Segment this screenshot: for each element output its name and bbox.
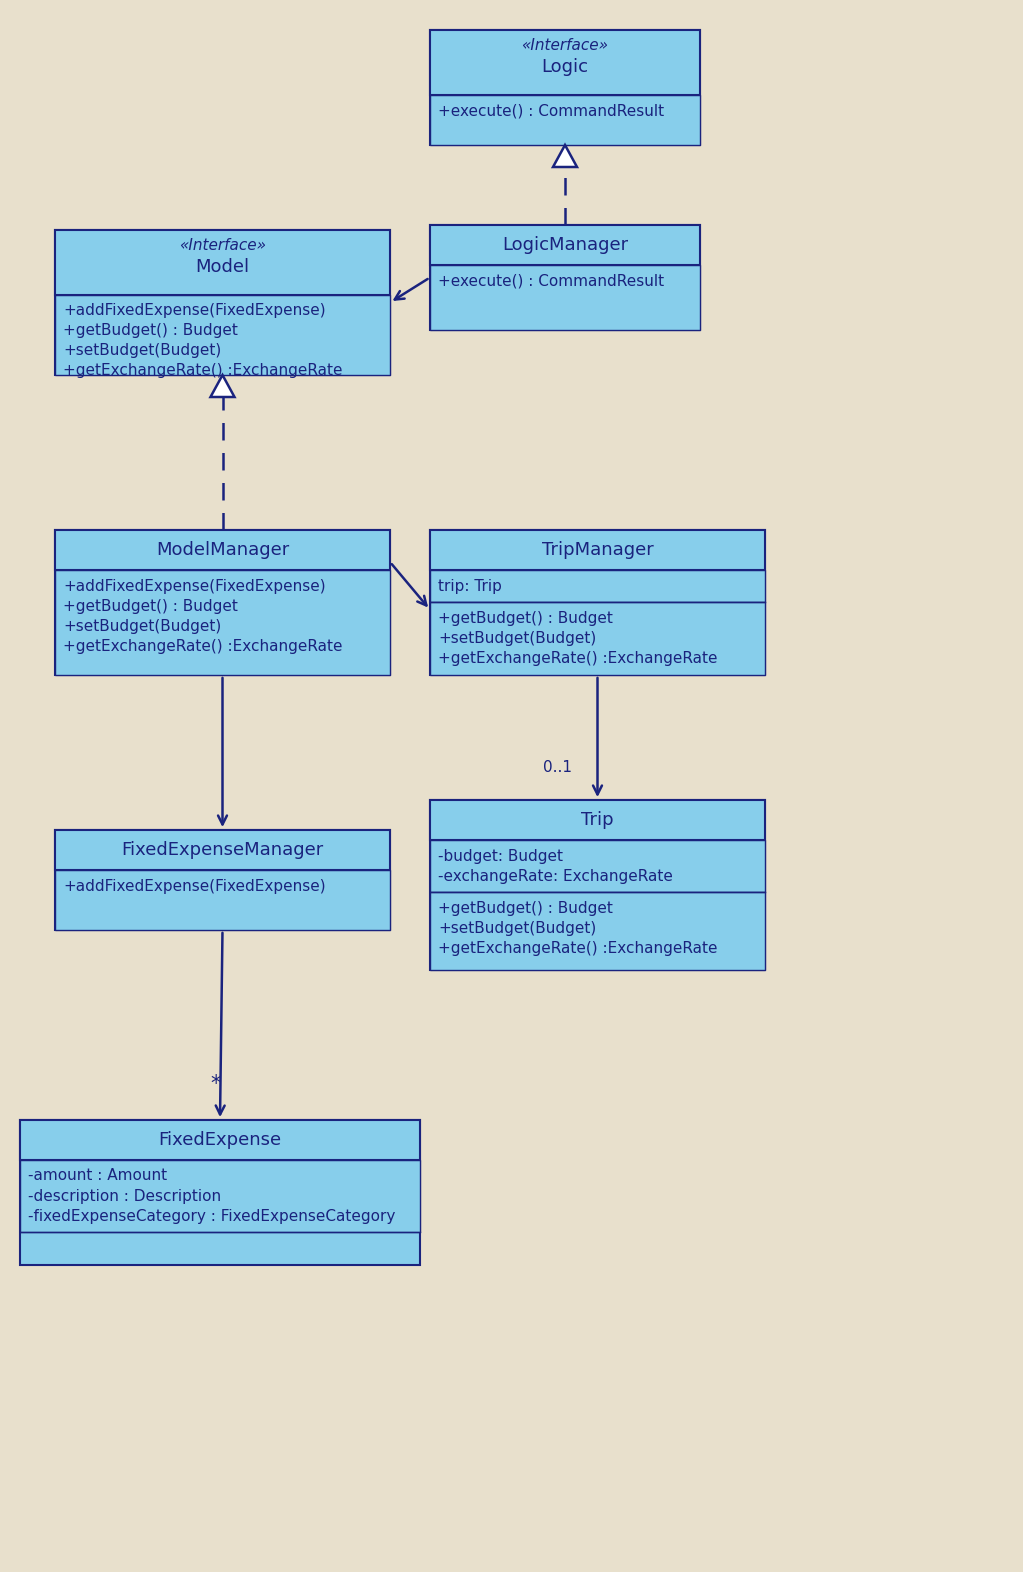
Text: -budget: Budget: -budget: Budget [438,849,563,863]
Text: *: * [210,1074,220,1094]
Bar [55,530,390,571]
Bar [55,869,390,931]
Text: +getExchangeRate() :ExchangeRate: +getExchangeRate() :ExchangeRate [63,638,343,654]
Text: trip: Trip: trip: Trip [438,578,502,594]
Bar [430,30,700,94]
Bar [430,225,700,266]
Bar [430,891,765,970]
Bar [430,530,765,571]
Text: Model: Model [195,258,250,277]
Text: -description : Description: -description : Description [28,1188,221,1204]
Text: +getBudget() : Budget: +getBudget() : Budget [63,599,238,613]
Text: +execute() : CommandResult: +execute() : CommandResult [438,274,664,289]
Bar [55,571,390,674]
Polygon shape [553,145,577,167]
Text: FixedExpense: FixedExpense [159,1130,281,1149]
Text: 0..1: 0..1 [542,759,572,775]
Text: +addFixedExpense(FixedExpense): +addFixedExpense(FixedExpense) [63,879,325,893]
Text: +addFixedExpense(FixedExpense): +addFixedExpense(FixedExpense) [63,578,325,594]
Bar [430,530,765,674]
Text: +setBudget(Budget): +setBudget(Budget) [438,630,596,646]
Bar [55,830,390,931]
Text: +getExchangeRate() :ExchangeRate: +getExchangeRate() :ExchangeRate [438,940,717,956]
Text: +setBudget(Budget): +setBudget(Budget) [438,921,596,935]
Text: Trip: Trip [581,811,614,828]
Bar [430,571,765,602]
Bar [55,230,390,296]
Text: +getExchangeRate() :ExchangeRate: +getExchangeRate() :ExchangeRate [63,363,343,379]
Bar [20,1119,420,1160]
Bar [430,602,765,674]
Bar [20,1119,420,1265]
Polygon shape [211,376,234,398]
Text: Logic: Logic [541,58,588,75]
Text: -exchangeRate: ExchangeRate: -exchangeRate: ExchangeRate [438,868,673,883]
Bar [20,1160,420,1232]
Text: TripManager: TripManager [541,541,654,560]
Bar [55,830,390,869]
Text: +getExchangeRate() :ExchangeRate: +getExchangeRate() :ExchangeRate [438,651,717,665]
Text: +execute() : CommandResult: +execute() : CommandResult [438,104,664,118]
Text: «Interface»: «Interface» [522,38,609,53]
Bar [55,530,390,674]
Bar [430,800,765,839]
Bar [430,800,765,970]
Text: FixedExpenseManager: FixedExpenseManager [122,841,323,858]
Bar [430,266,700,330]
Text: +addFixedExpense(FixedExpense): +addFixedExpense(FixedExpense) [63,303,325,319]
Text: LogicManager: LogicManager [502,236,628,255]
Text: +getBudget() : Budget: +getBudget() : Budget [438,901,613,915]
Text: +getBudget() : Budget: +getBudget() : Budget [438,610,613,626]
Text: +setBudget(Budget): +setBudget(Budget) [63,618,221,634]
Bar [55,296,390,376]
Text: -amount : Amount: -amount : Amount [28,1168,167,1184]
Text: -fixedExpenseCategory : FixedExpenseCategory: -fixedExpenseCategory : FixedExpenseCate… [28,1209,395,1223]
Bar [55,230,390,376]
Bar [430,94,700,145]
Text: ModelManager: ModelManager [155,541,290,560]
Text: +getBudget() : Budget: +getBudget() : Budget [63,324,238,338]
Bar [430,30,700,145]
Bar [430,225,700,330]
Text: «Interface»: «Interface» [179,237,266,253]
Text: +setBudget(Budget): +setBudget(Budget) [63,344,221,358]
Bar [430,839,765,891]
